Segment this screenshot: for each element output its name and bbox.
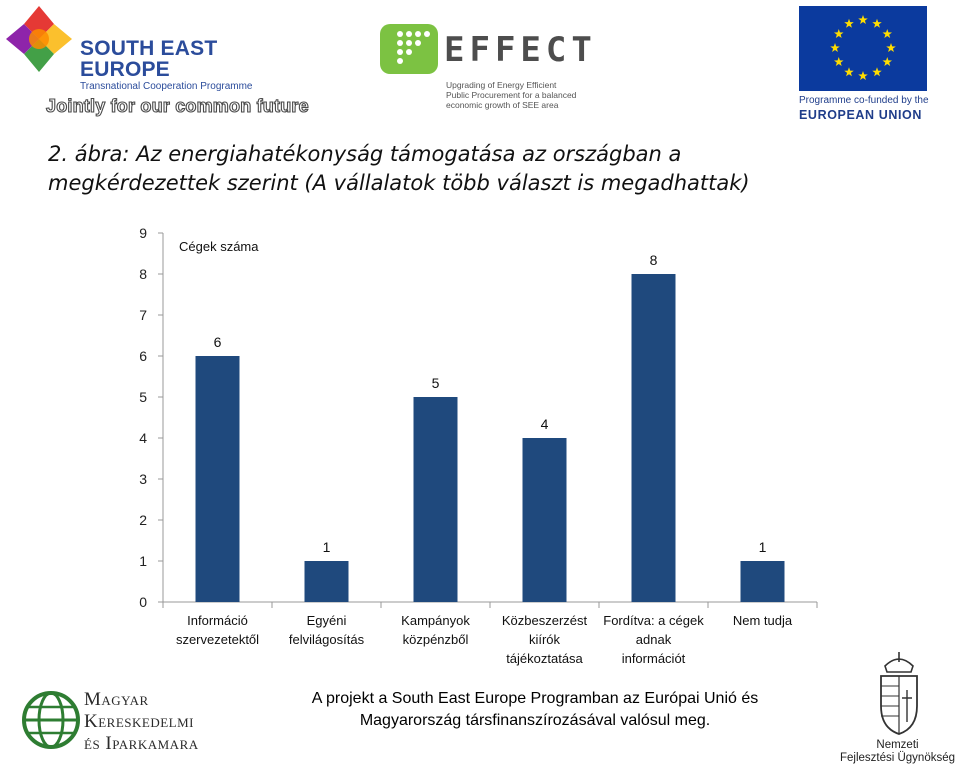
x-category-label: Közbeszerzést [502, 613, 588, 628]
nfu-line2: Fejlesztési Ügynökség [839, 752, 956, 764]
effect-logo: EFFECT Upgrading of Energy Efficient Pub… [378, 20, 628, 120]
eu-star [872, 67, 882, 77]
bar [631, 274, 676, 602]
funding-note-line2: Magyarország társfinanszírozásával valós… [359, 712, 711, 729]
x-category-label: adnak [636, 632, 672, 647]
bar [413, 397, 458, 602]
mkik-line3: és Iparkamara [84, 733, 199, 754]
x-category-label: felvilágosítás [289, 632, 365, 647]
chart-axes: 0 1 2 3 4 5 6 7 8 9 [139, 225, 818, 610]
data-label: 8 [650, 252, 658, 268]
x-category-label: kiírók [529, 632, 561, 647]
y-tick-label: 7 [139, 307, 147, 323]
eu-star [844, 67, 854, 77]
see-logo-subtitle: Transnational Cooperation Programme [80, 81, 253, 92]
data-label: 1 [323, 539, 331, 555]
y-tick-label: 1 [139, 553, 147, 569]
see-flower-icon [6, 6, 72, 72]
eu-logo-text2: EUROPEAN UNION [799, 108, 922, 122]
eu-star [882, 29, 892, 39]
see-logo-line1: SOUTH EAST [80, 37, 218, 60]
see-logo-line2: EUROPE [80, 58, 170, 81]
see-logo-tagline: Jointly for our common future [45, 95, 309, 116]
eu-star [834, 29, 844, 39]
x-category-label: tájékoztatása [506, 651, 583, 666]
figure-title: 2. ábra: Az energiahatékonyság támogatás… [48, 140, 928, 198]
globe-icon [22, 691, 80, 749]
x-category-label: Fordítva: a cégek [603, 613, 704, 628]
bar [740, 561, 785, 602]
x-category-label: közpénzből [403, 632, 469, 647]
mkik-line1: Magyar [84, 689, 149, 710]
figure-title-line2: megkérdezettek szerint (A vállalatok töb… [48, 171, 750, 195]
bar [195, 356, 240, 602]
eu-flag-icon [799, 6, 927, 91]
mkik-line2: Kereskedelmi [84, 711, 194, 732]
x-category-label: szervezetektől [176, 632, 259, 647]
eu-star [830, 43, 840, 53]
effect-logo-subtitle-2: Public Procurement for a balanced [446, 90, 577, 100]
y-tick-label: 9 [139, 225, 147, 241]
data-label: 1 [759, 539, 767, 555]
y-tick-label: 2 [139, 512, 147, 528]
x-category-label: Információ [187, 613, 248, 628]
chart-bars [195, 274, 785, 602]
south-east-europe-logo: SOUTH EAST EUROPE Transnational Cooperat… [0, 0, 320, 120]
x-category-label: információt [622, 651, 686, 666]
y-axis-label: Cégek száma [179, 239, 259, 254]
eu-star [872, 18, 882, 28]
funding-note: A projekt a South East Europe Programban… [270, 688, 800, 732]
bar-chart: 0 1 2 3 4 5 6 7 8 9 6 Információ szervezetektől 1 Egy… [139, 225, 818, 666]
eu-star [858, 15, 868, 25]
funding-note-line1: A projekt a South East Europe Programban… [311, 690, 759, 707]
data-label: 4 [541, 416, 549, 432]
y-tick-label: 8 [139, 266, 147, 282]
eu-logo: Programme co-funded by the EUROPEAN UNIO… [795, 6, 960, 124]
y-tick-label: 6 [139, 348, 147, 364]
bar [522, 438, 567, 602]
data-label: 5 [432, 375, 440, 391]
eu-star [858, 71, 868, 81]
nfu-logo: Nemzeti Fejlesztési Ügynökség [835, 650, 960, 769]
y-tick-label: 4 [139, 430, 147, 446]
eu-star [886, 43, 896, 53]
y-tick-label: 5 [139, 389, 147, 405]
eu-star [844, 18, 854, 28]
y-tick-label: 3 [139, 471, 147, 487]
nfu-line1: Nemzeti [876, 739, 919, 751]
coat-of-arms-icon [880, 652, 918, 735]
effect-logo-subtitle-1: Upgrading of Energy Efficient [446, 80, 557, 90]
chart-labels: 6 Információ szervezetektől 1 Egyéni felvilág… [176, 252, 793, 666]
x-category-label: Egyéni [307, 613, 347, 628]
data-label: 6 [214, 334, 222, 350]
bar [304, 561, 349, 602]
eu-logo-text1: Programme co-funded by the [799, 95, 929, 106]
effect-logo-subtitle-3: economic growth of SEE area [446, 100, 559, 110]
y-tick-label: 0 [139, 594, 147, 610]
effect-dots-icon [380, 24, 438, 74]
eu-star [834, 57, 844, 67]
x-category-label: Kampányok [401, 613, 470, 628]
x-category-label: Nem tudja [733, 613, 793, 628]
effect-logo-word: EFFECT [444, 30, 597, 70]
mkik-logo: Magyar Kereskedelmi és Iparkamara [20, 685, 250, 755]
eu-star [882, 57, 892, 67]
figure-title-line1: 2. ábra: Az energiahatékonyság támogatás… [48, 142, 682, 166]
